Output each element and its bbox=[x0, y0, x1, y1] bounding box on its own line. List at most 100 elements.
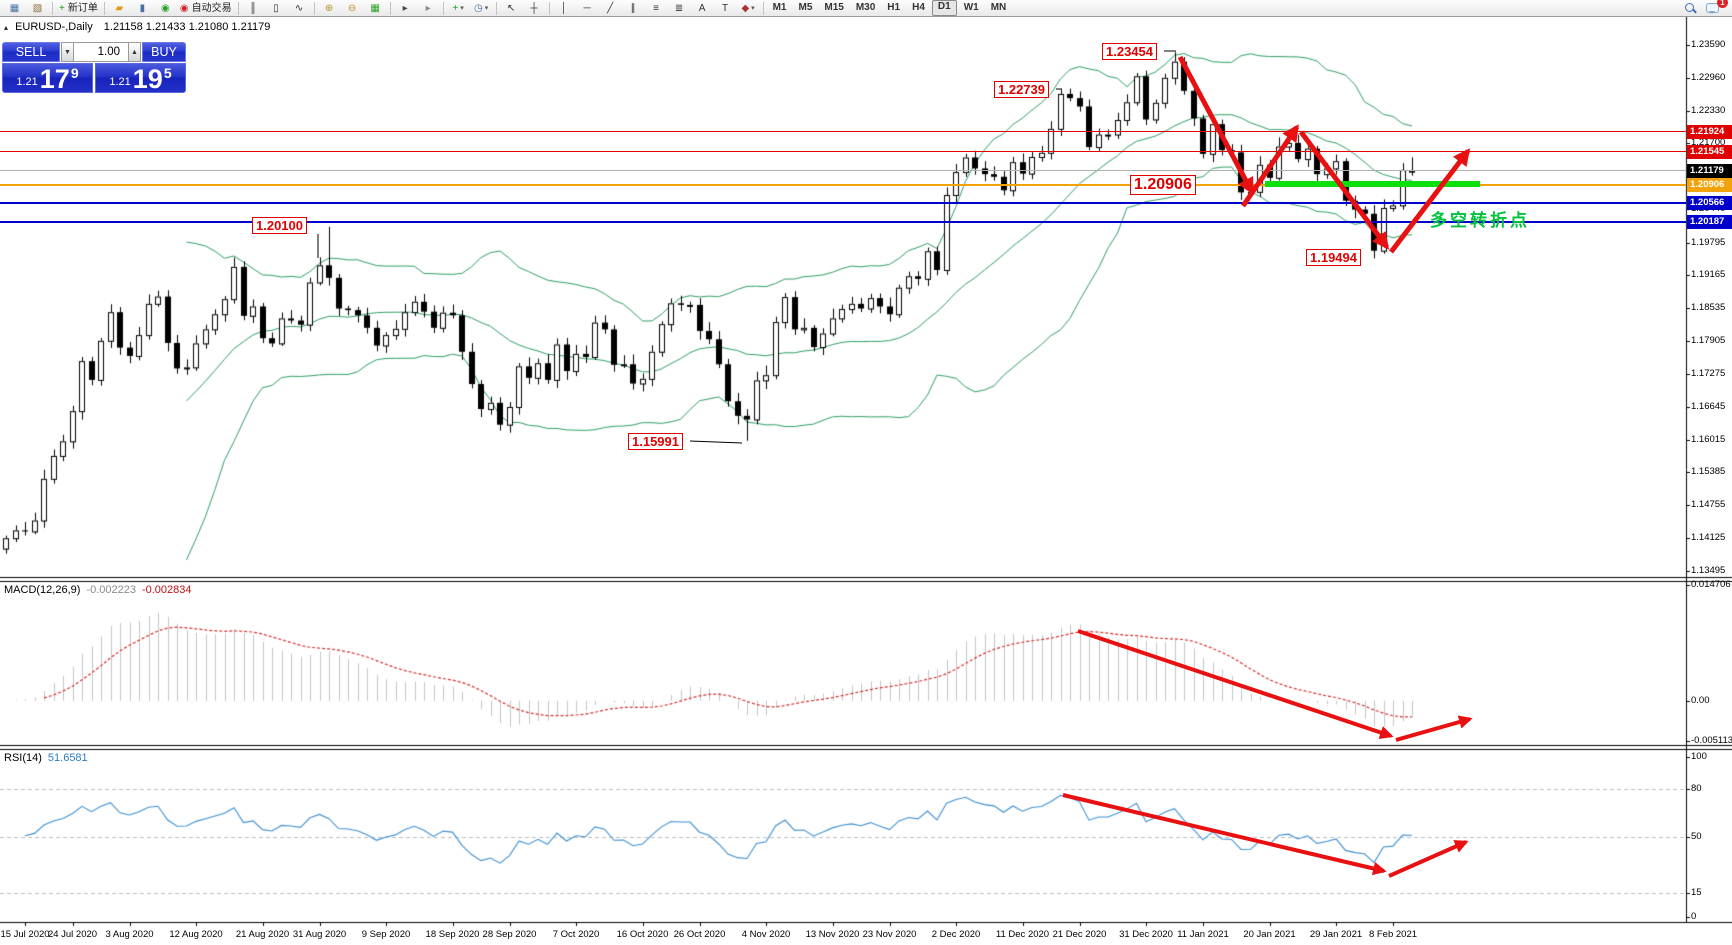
sell-button[interactable]: SELL bbox=[2, 42, 60, 62]
trendline-icon: ╱ bbox=[607, 2, 614, 14]
auto-scroll-icon: ▸ bbox=[402, 2, 408, 14]
top-toolbar: ▦ ▧ + 新订单 ▰ ▮ ◉ ◉ 自动交易 ║ ▯ ∿ ⊕ ⊖ ▦ ▸ ▸ + ▾ ◷ ▾ ↖ ┼ │ ─ ╱ ∥ ≡ ≣ A T ◆ ▾ M… bbox=[0, 0, 1732, 17]
lot-increase-button[interactable]: ▲ bbox=[128, 42, 141, 62]
trendline-button[interactable]: ╱ bbox=[600, 1, 621, 16]
timeframe-MN[interactable]: MN bbox=[990, 2, 1007, 13]
auto-trading-label: 自动交易 bbox=[191, 2, 232, 14]
channel-button[interactable]: ∥ bbox=[623, 1, 644, 16]
macd-axis-tick: 0.00 bbox=[1691, 694, 1710, 706]
support-zone-bar[interactable] bbox=[1265, 181, 1480, 187]
date-axis-label: 23 Nov 2020 bbox=[862, 929, 917, 940]
dropdown-caret-icon[interactable]: ▾ bbox=[460, 4, 464, 12]
collapse-ohlc-icon[interactable]: ▴ bbox=[4, 23, 9, 32]
toolbar-separator bbox=[237, 1, 239, 15]
price-annotation-label[interactable]: 1.23454 bbox=[1102, 43, 1157, 60]
label-button[interactable]: T bbox=[715, 1, 736, 16]
zoom-out-button[interactable]: ⊖ bbox=[342, 1, 363, 16]
shapes-button[interactable]: ◆ ▾ bbox=[738, 1, 759, 16]
lot-decrease-button[interactable]: ▼ bbox=[61, 42, 74, 62]
timeframe-M30[interactable]: M30 bbox=[855, 2, 876, 13]
rsi-indicator-label: RSI(14) 51.6581 bbox=[4, 752, 88, 764]
add-indicator-button[interactable]: + ▾ bbox=[448, 1, 469, 16]
horizontal-price-line[interactable] bbox=[0, 151, 1686, 152]
price-level-badge: 1.20566 bbox=[1687, 195, 1732, 210]
timeframe-W1[interactable]: W1 bbox=[963, 2, 979, 13]
sound-icon: ◉ bbox=[160, 2, 170, 14]
text-icon: A bbox=[698, 2, 706, 14]
date-axis-label: 24 Jul 2020 bbox=[47, 929, 98, 940]
horizontal-price-line[interactable] bbox=[0, 183, 1686, 186]
sell-price-display[interactable]: 1.21 17 9 bbox=[2, 63, 93, 93]
auto-trading-button[interactable]: ◉ 自动交易 bbox=[178, 1, 234, 16]
dropdown-caret-icon[interactable]: ▾ bbox=[751, 4, 755, 12]
search-icon[interactable] bbox=[1679, 1, 1700, 16]
horizontal-price-line[interactable] bbox=[0, 131, 1686, 133]
horizontal-line-button[interactable]: ─ bbox=[577, 1, 598, 16]
timeframe-M1[interactable]: M1 bbox=[772, 2, 787, 13]
price-level-badge: 1.20187 bbox=[1687, 215, 1732, 230]
rsi-axis-tick: 100 bbox=[1691, 751, 1707, 762]
buy-price-prefix: 1.21 bbox=[109, 76, 131, 88]
rsi-axis-tick: 0 bbox=[1691, 911, 1697, 922]
horizontal-price-line[interactable] bbox=[0, 170, 1686, 172]
channel-icon: ∥ bbox=[630, 2, 636, 14]
date-axis-label: 20 Jan 2021 bbox=[1243, 929, 1296, 940]
text-button[interactable]: A bbox=[692, 1, 713, 16]
macd-indicator-label: MACD(12,26,9) -0.002223 -0.002834 bbox=[4, 584, 192, 596]
crosshair-button[interactable]: ┼ bbox=[524, 1, 545, 16]
price-chart-canvas[interactable] bbox=[0, 17, 1732, 945]
line-chart-button[interactable]: ∿ bbox=[289, 1, 310, 16]
macd-axis-tick: 0.014706 bbox=[1691, 578, 1731, 590]
period-button[interactable]: ◷ ▾ bbox=[471, 1, 492, 16]
cursor-button[interactable]: ↖ bbox=[501, 1, 522, 16]
timeframe-M5[interactable]: M5 bbox=[798, 2, 813, 13]
timeframe-M15[interactable]: M15 bbox=[824, 2, 844, 13]
fibo-fan-button[interactable]: ≣ bbox=[669, 1, 690, 16]
vertical-line-button[interactable]: │ bbox=[554, 1, 575, 16]
crayon-button[interactable]: ▰ bbox=[109, 1, 130, 16]
sell-price-big: 17 bbox=[39, 64, 70, 94]
notifications-icon[interactable]: 1 bbox=[1702, 0, 1728, 16]
toolbar-separator bbox=[548, 1, 550, 15]
timeframe-H4[interactable]: H4 bbox=[912, 2, 925, 13]
chart-shift-button[interactable]: ▸ bbox=[418, 1, 439, 16]
date-axis-label: 29 Jan 2021 bbox=[1309, 929, 1363, 940]
rsi-value: 51.6581 bbox=[47, 752, 88, 764]
fibonacci-button[interactable]: ≡ bbox=[646, 1, 667, 16]
timeframe-H1[interactable]: H1 bbox=[887, 2, 901, 13]
horizontal-price-line[interactable] bbox=[0, 201, 1686, 204]
auto-scroll-button[interactable]: ▸ bbox=[395, 1, 416, 16]
label-icon: T bbox=[722, 2, 729, 14]
horizontal-price-line[interactable] bbox=[0, 221, 1686, 224]
price-axis-tick: 1.21700 bbox=[1691, 137, 1726, 149]
lot-size-input[interactable] bbox=[74, 42, 128, 62]
chat-bubble-icon bbox=[1705, 2, 1720, 14]
ohlc-values: 1.21158 1.21433 1.21080 1.21179 bbox=[103, 21, 271, 33]
price-annotation-label[interactable]: 1.20906 bbox=[1130, 175, 1196, 195]
bar-chart-button[interactable]: ║ bbox=[243, 1, 264, 16]
candlestick-chart-button[interactable]: ▯ bbox=[266, 1, 287, 16]
buy-button[interactable]: BUY bbox=[142, 42, 186, 62]
new-order-button[interactable]: + 新订单 bbox=[57, 1, 100, 16]
print-button[interactable]: ▮ bbox=[132, 1, 153, 16]
chart-window[interactable]: ▴ EURUSD-,Daily 1.21158 1.21433 1.21080 … bbox=[0, 17, 1732, 945]
date-axis-label: 12 Aug 2020 bbox=[169, 929, 223, 940]
zoom-in-button[interactable]: ⊕ bbox=[319, 1, 340, 16]
bull-bear-turning-point-note[interactable]: 多空转折点 bbox=[1430, 211, 1530, 230]
macd-name: MACD(12,26,9) bbox=[4, 584, 81, 596]
search-glyph bbox=[1684, 2, 1697, 14]
crosshair-icon: ┼ bbox=[530, 2, 538, 14]
sound-button[interactable]: ◉ bbox=[155, 1, 176, 16]
date-axis-label: 15 Jul 2020 bbox=[0, 929, 50, 940]
bar-chart-icon: ║ bbox=[249, 2, 257, 14]
price-annotation-label[interactable]: 1.20100 bbox=[252, 217, 307, 234]
price-annotation-label[interactable]: 1.15991 bbox=[628, 433, 683, 450]
dropdown-caret-icon[interactable]: ▾ bbox=[484, 4, 489, 12]
buy-price-display[interactable]: 1.21 19 5 bbox=[95, 63, 186, 93]
price-annotation-label[interactable]: 1.22739 bbox=[994, 81, 1049, 98]
tile-windows-button[interactable]: ▦ bbox=[365, 1, 386, 16]
timeframe-D1[interactable]: D1 bbox=[931, 0, 957, 16]
new-chart-button[interactable]: ▦ bbox=[4, 1, 25, 16]
chart-profile-button[interactable]: ▧ bbox=[27, 1, 48, 16]
price-annotation-label[interactable]: 1.19494 bbox=[1306, 249, 1361, 266]
